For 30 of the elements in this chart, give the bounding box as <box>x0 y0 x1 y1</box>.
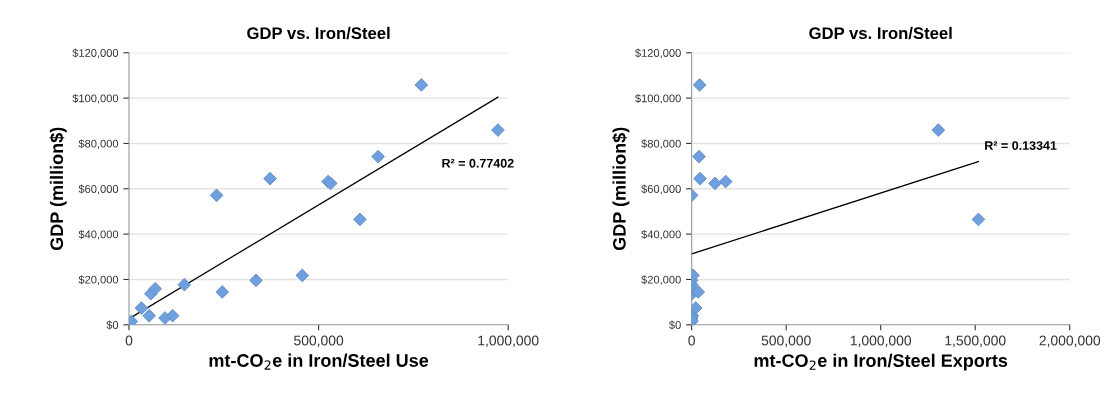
annotation: R² = 0.13341 <box>985 141 1057 150</box>
x-tick-label: 1,000,000 <box>850 335 912 348</box>
chart-title: GDP vs. Iron/Steel <box>247 26 390 40</box>
chart-title: GDP vs. Iron/Steel <box>809 26 952 40</box>
y-tick-label: $20,000 <box>78 275 119 285</box>
y-tick-label: $40,000 <box>78 229 119 240</box>
annotation: R² = 0.77402 <box>442 158 514 168</box>
x-axis-title: mt-CO$_{2}$e in Iron/Steel Exports <box>754 353 1008 371</box>
y-tick-label: $80,000 <box>641 139 681 149</box>
y-tick-label: $20,000 <box>641 275 681 285</box>
y-tick-label: $0 <box>106 320 119 330</box>
y-tick-label: $120,000 <box>635 48 681 59</box>
y-tick-label: $100,000 <box>72 93 119 104</box>
x-axis-title: mt-CO$_{2}$e in Iron/Steel Use <box>209 353 429 370</box>
x-tick-label: 0 <box>125 335 133 346</box>
y-tick-label: $60,000 <box>78 184 119 195</box>
y-axis-title: GDP (million$) <box>612 127 630 251</box>
x-tick-label: 500,000 <box>294 335 344 348</box>
x-tick-label: 0 <box>688 335 695 346</box>
x-tick-label: 1,000,000 <box>478 335 539 348</box>
x-tick-label: 500,000 <box>761 335 811 348</box>
y-tick-label: $40,000 <box>641 229 681 240</box>
y-tick-label: $120,000 <box>72 48 119 59</box>
y-tick-label: $80,000 <box>78 139 119 149</box>
y-tick-label: $100,000 <box>635 93 681 104</box>
y-tick-label: $60,000 <box>641 184 681 195</box>
x-tick-label: 2,000,000 <box>1039 335 1101 348</box>
y-tick-label: $0 <box>669 320 681 330</box>
x-tick-label: 1,500,000 <box>945 335 1006 348</box>
y-axis-title: GDP (million$) <box>49 127 67 251</box>
